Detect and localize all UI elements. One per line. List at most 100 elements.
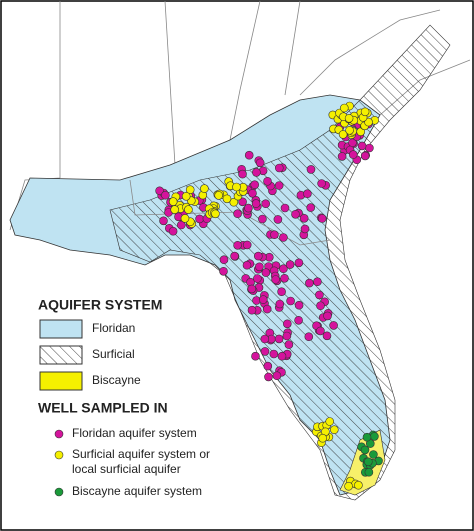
legend-title: AQUIFER SYSTEM bbox=[38, 297, 162, 313]
well-dot bbox=[305, 278, 314, 288]
well-dot bbox=[279, 264, 288, 274]
well-dot bbox=[269, 349, 279, 359]
well-dot bbox=[222, 194, 232, 204]
legend-label: local surficial aquifer bbox=[72, 462, 181, 476]
legend-label: Surficial aquifer system or bbox=[72, 447, 210, 461]
legend-dot bbox=[54, 487, 64, 497]
well-dot bbox=[261, 199, 271, 208]
well-dot bbox=[294, 300, 304, 310]
well-dot bbox=[262, 304, 272, 314]
well-dot bbox=[251, 351, 260, 361]
legend-title: WELL SAMPLED IN bbox=[38, 400, 168, 416]
well-dot bbox=[337, 152, 347, 161]
well-dot bbox=[233, 209, 242, 218]
well-dot bbox=[306, 203, 316, 212]
well-dot bbox=[369, 450, 378, 459]
well-dot bbox=[247, 284, 257, 294]
well-dot bbox=[233, 241, 242, 250]
well-dot bbox=[364, 467, 374, 477]
well-dot bbox=[360, 445, 370, 455]
well-dot bbox=[258, 295, 268, 304]
well-dot bbox=[255, 158, 265, 168]
well-dot bbox=[344, 114, 354, 123]
well-dot bbox=[184, 205, 193, 214]
well-dot bbox=[229, 197, 239, 207]
well-dot bbox=[318, 433, 328, 443]
legend-label: Floridan bbox=[92, 321, 135, 335]
well-dot bbox=[317, 179, 326, 188]
well-dot bbox=[258, 214, 267, 224]
well-dot bbox=[168, 197, 178, 206]
well-dot bbox=[316, 301, 325, 311]
well-dot bbox=[280, 203, 290, 213]
well-dot bbox=[273, 215, 283, 224]
legend-dot bbox=[54, 450, 64, 460]
well-dot bbox=[345, 126, 354, 135]
well-dot bbox=[322, 331, 332, 341]
well-dot bbox=[316, 326, 325, 336]
well-dot bbox=[253, 251, 263, 261]
well-dot bbox=[280, 273, 289, 283]
well-dot bbox=[274, 163, 284, 173]
well-dot bbox=[195, 214, 204, 224]
well-dot bbox=[155, 186, 164, 196]
well-dot bbox=[242, 260, 252, 270]
well-dot bbox=[181, 192, 191, 201]
legend-label: Surficial bbox=[92, 347, 135, 361]
legend-label: Floridan aquifer system bbox=[72, 426, 197, 440]
well-dot bbox=[344, 481, 353, 491]
well-dot bbox=[253, 274, 262, 283]
well-dot bbox=[252, 168, 261, 177]
well-dot bbox=[360, 107, 370, 117]
well-dot bbox=[270, 230, 279, 239]
well-dot bbox=[354, 480, 363, 490]
well-dot bbox=[219, 255, 229, 265]
well-dot bbox=[329, 321, 338, 330]
well-dot bbox=[219, 266, 228, 276]
well-dot bbox=[211, 209, 220, 219]
well-dot bbox=[244, 203, 253, 213]
well-dot bbox=[214, 191, 223, 200]
well-dot bbox=[323, 311, 332, 321]
well-dot bbox=[250, 180, 259, 189]
well-dot bbox=[263, 361, 273, 371]
well-dot bbox=[277, 351, 287, 361]
well-dot bbox=[348, 150, 358, 159]
well-dot bbox=[284, 340, 294, 349]
well-dot bbox=[299, 214, 309, 223]
well-dot bbox=[247, 305, 257, 315]
well-dot bbox=[304, 332, 314, 342]
well-dot bbox=[291, 210, 300, 219]
well-dot bbox=[261, 268, 271, 277]
legend-swatch bbox=[39, 319, 83, 339]
well-dot bbox=[251, 199, 261, 208]
well-dot bbox=[285, 260, 295, 269]
well-dot bbox=[230, 251, 239, 261]
well-dot bbox=[264, 372, 273, 382]
well-dot bbox=[317, 214, 327, 223]
well-dot bbox=[362, 432, 372, 442]
well-dot bbox=[170, 205, 179, 214]
well-dot bbox=[242, 240, 252, 250]
well-dot bbox=[282, 331, 292, 341]
well-dot bbox=[294, 315, 303, 325]
well-dot bbox=[277, 287, 286, 297]
well-dot bbox=[325, 417, 335, 426]
wells bbox=[155, 101, 383, 491]
legend-dot bbox=[54, 429, 64, 439]
well-dot bbox=[315, 290, 324, 300]
well-dot bbox=[274, 334, 284, 344]
well-dot bbox=[363, 457, 373, 467]
well-dot bbox=[275, 299, 285, 309]
well-dot bbox=[272, 371, 282, 381]
well-dot bbox=[168, 226, 178, 236]
well-dot bbox=[260, 334, 270, 344]
well-dot bbox=[365, 143, 374, 153]
legend-swatch bbox=[39, 371, 83, 391]
well-dot bbox=[271, 275, 280, 284]
well-dot bbox=[232, 182, 241, 192]
well-dot bbox=[364, 117, 373, 127]
well-dot bbox=[338, 130, 348, 139]
well-dot bbox=[238, 197, 247, 207]
